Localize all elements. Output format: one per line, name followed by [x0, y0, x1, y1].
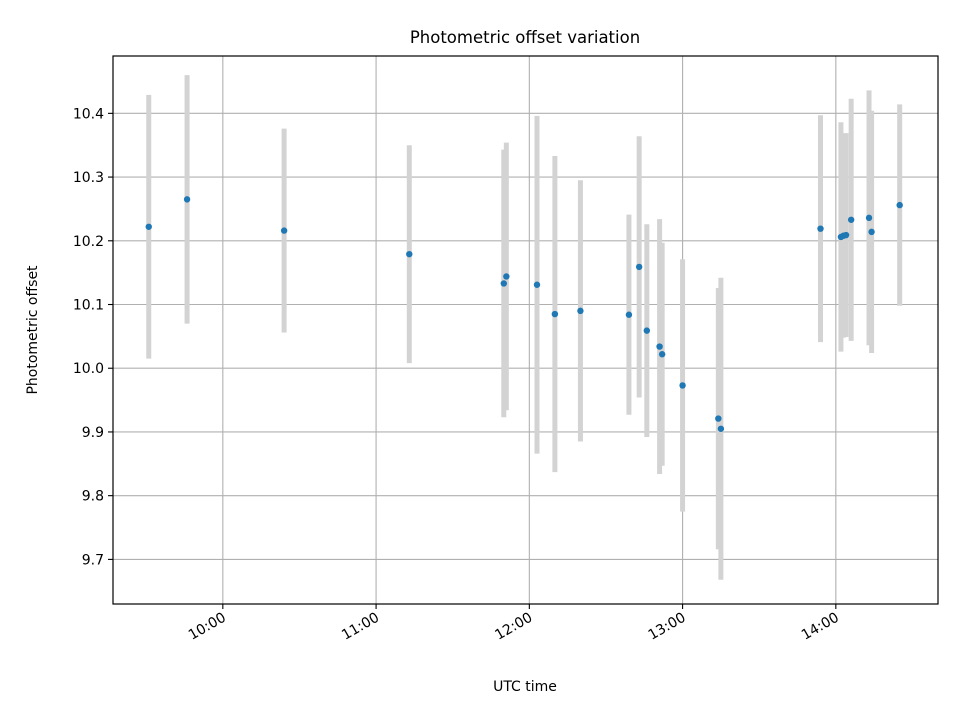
grid-layer	[113, 56, 938, 604]
data-point	[183, 196, 191, 203]
y-tick-label: 10.1	[73, 298, 104, 314]
y-tick-label: 10.2	[73, 234, 104, 250]
data-point	[577, 307, 584, 315]
x-axis-label: UTC time	[493, 679, 557, 695]
data-point	[679, 382, 686, 389]
data-point	[717, 425, 725, 432]
y-axis-label: Photometric offset	[25, 265, 41, 395]
data-point	[868, 228, 875, 236]
y-tick-label: 9.8	[82, 489, 104, 505]
data-point	[635, 263, 643, 271]
data-point	[145, 223, 152, 230]
data-point	[643, 327, 651, 334]
y-tick-label: 10.4	[73, 106, 104, 122]
y-tick-label: 9.7	[82, 552, 104, 568]
data-point	[533, 281, 541, 288]
data-point	[551, 310, 559, 318]
data-point	[842, 231, 850, 239]
data-point	[656, 343, 663, 350]
data-point	[406, 250, 413, 258]
data-point	[817, 225, 824, 232]
data-point	[847, 216, 855, 223]
data-point	[625, 311, 633, 318]
data-point	[865, 214, 873, 222]
chart-title: Photometric offset variation	[410, 28, 640, 47]
point-layer	[145, 196, 903, 432]
data-point	[658, 351, 666, 358]
y-tick-label: 10.0	[73, 361, 104, 377]
data-point	[503, 273, 510, 280]
data-point	[715, 415, 722, 422]
data-point	[500, 280, 507, 287]
data-point	[896, 201, 903, 209]
data-point	[280, 227, 288, 234]
y-tick-label: 9.9	[82, 425, 104, 441]
axes-frame	[112, 55, 939, 605]
y-tick-label: 10.3	[73, 170, 104, 186]
